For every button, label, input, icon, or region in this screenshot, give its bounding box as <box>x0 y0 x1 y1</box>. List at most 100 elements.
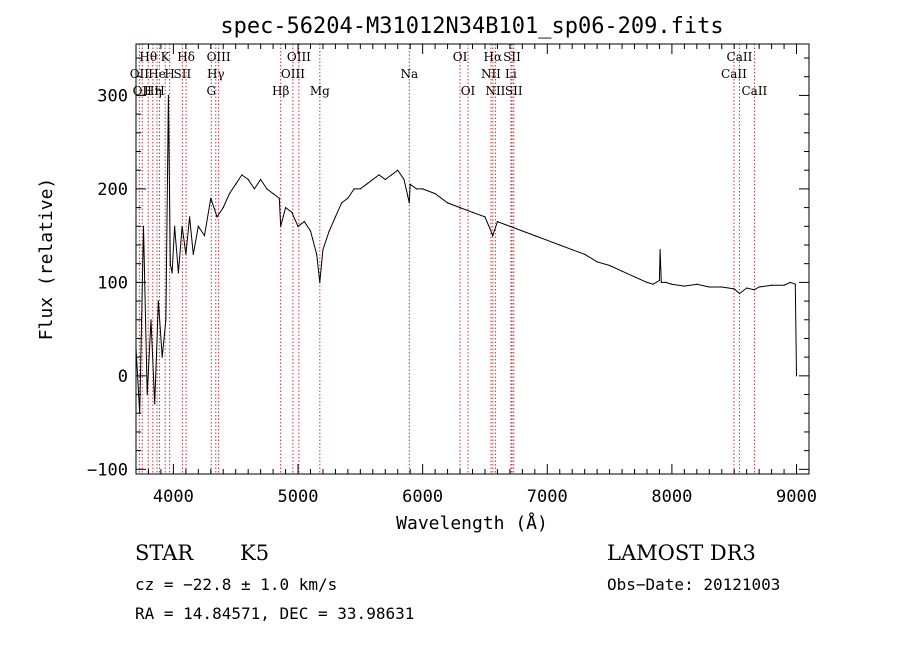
line-marker-label-26: CaII <box>721 67 747 81</box>
data-point-0-63 <box>492 235 494 237</box>
data-point-0-71 <box>584 253 586 255</box>
data-point-0-33 <box>285 207 287 209</box>
line-marker-label-9: Hδ <box>177 50 195 64</box>
data-point-0-13 <box>177 272 179 274</box>
data-point-0-40 <box>322 249 324 251</box>
data-point-0-46 <box>359 188 361 190</box>
data-point-0-52 <box>397 169 399 171</box>
data-point-0-91 <box>758 286 760 288</box>
data-point-0-73 <box>609 264 611 267</box>
data-point-0-11 <box>171 272 173 274</box>
data-point-0-90 <box>753 289 756 291</box>
data-point-0-94 <box>789 281 791 283</box>
data-point-0-69 <box>559 244 561 246</box>
data-point-0-31 <box>278 197 280 199</box>
data-point-0-43 <box>341 202 343 204</box>
x-tick-label-4: 8000 <box>651 487 692 507</box>
data-point-0-14 <box>181 225 183 227</box>
line-marker-label-20: NII <box>481 67 501 81</box>
data-point-0-21 <box>216 216 218 218</box>
data-point-0-54 <box>408 202 410 204</box>
line-marker-label-12: OIII <box>207 50 231 64</box>
y-axis-label: Flux (relative) <box>36 178 57 341</box>
plot-frame <box>135 43 810 475</box>
line-marker-label-18: OI <box>453 50 468 64</box>
data-point-0-7 <box>161 356 163 358</box>
line-marker-label-23: Li <box>505 67 517 81</box>
data-point-0-6 <box>157 300 159 302</box>
line-marker-label-25: SII <box>505 84 523 98</box>
data-point-0-59 <box>447 202 449 204</box>
data-point-0-87 <box>733 288 735 290</box>
data-point-0-2 <box>142 225 145 227</box>
survey-label: LAMOST DR3 <box>607 541 756 565</box>
data-point-0-17 <box>192 253 194 255</box>
data-point-0-62 <box>484 216 486 218</box>
x-axis-label: Wavelength (Å) <box>396 512 548 534</box>
data-point-0-92 <box>771 284 773 286</box>
data-point-0-37 <box>309 230 312 232</box>
line-marker-label-22: NII <box>485 84 505 98</box>
data-point-0-80 <box>660 281 662 283</box>
data-point-0-16 <box>189 216 191 218</box>
data-point-0-42 <box>334 216 336 218</box>
y-tick-label-4: 300 <box>97 86 128 106</box>
x-tick-label-5: 9000 <box>776 487 817 507</box>
data-point-0-65 <box>509 225 511 227</box>
data-point-0-36 <box>303 221 305 223</box>
line-marker-label-14: OIII <box>281 67 305 81</box>
line-marker-label-2: Hθ <box>139 50 157 64</box>
line-marker-label-8: SII <box>174 67 192 81</box>
object-class: STAR <box>135 541 194 565</box>
line-marker-label-17: Na <box>400 67 418 81</box>
data-point-0-55 <box>409 183 411 185</box>
data-point-0-18 <box>197 225 199 227</box>
data-point-0-23 <box>228 193 231 195</box>
data-point-0-22 <box>222 207 224 209</box>
x-tick-label-3: 7000 <box>527 487 568 507</box>
data-point-0-57 <box>422 188 424 190</box>
data-point-0-93 <box>783 284 785 286</box>
data-point-0-68 <box>546 239 548 241</box>
data-point-0-75 <box>633 276 636 278</box>
data-point-0-72 <box>596 261 598 263</box>
line-marker-label-16: Mg <box>310 84 330 98</box>
line-marker-label-0: OII <box>130 67 150 81</box>
data-point-0-66 <box>521 230 524 232</box>
x-tick-label-1: 5000 <box>278 487 319 507</box>
y-tick-label-0: −100 <box>87 460 128 480</box>
data-point-0-12 <box>174 225 176 227</box>
data-point-0-29 <box>266 188 268 190</box>
line-marker-label-24: SII <box>503 50 521 64</box>
data-point-0-5 <box>154 403 156 405</box>
data-point-0-61 <box>471 211 474 213</box>
data-point-0-76 <box>646 281 648 283</box>
data-point-0-70 <box>571 249 573 251</box>
data-point-0-89 <box>746 287 748 289</box>
data-point-0-56 <box>415 188 417 190</box>
x-axis-ticks: 4000 5000 6000 7000 8000 9000 <box>135 44 817 507</box>
x-tick-label-0: 4000 <box>153 487 194 507</box>
obs-date: Obs−Date: 20121003 <box>607 575 780 594</box>
coordinates: RA = 14.84571, DEC = 33.98631 <box>135 604 414 623</box>
data-point-0-4 <box>150 319 152 321</box>
data-point-0-35 <box>297 225 299 227</box>
line-marker-label-15: OIII <box>287 50 311 64</box>
line-marker-label-4: He <box>148 67 166 81</box>
spectral-line-labels: OIIOIIHθHηHeHKHSIIHδGHγOIIIHβOIIIOIIIMgN… <box>130 50 768 98</box>
data-point-0-15 <box>185 253 187 255</box>
data-point-0-9 <box>167 94 169 96</box>
line-marker-label-13: Hβ <box>272 84 289 98</box>
data-point-0-47 <box>366 183 368 185</box>
data-point-0-27 <box>253 188 255 190</box>
y-axis-ticks: −100 0 100 200 300 <box>87 57 809 480</box>
data-point-0-45 <box>353 188 355 190</box>
object-subclass: K5 <box>240 541 269 565</box>
line-marker-label-21: Hα <box>484 50 503 64</box>
data-point-0-30 <box>272 193 274 195</box>
chart-title: spec-56204-M31012N34B101_sp06-209.fits <box>220 14 723 39</box>
data-point-0-96 <box>795 375 798 377</box>
data-point-0-79 <box>659 249 661 251</box>
data-point-0-19 <box>203 235 206 237</box>
